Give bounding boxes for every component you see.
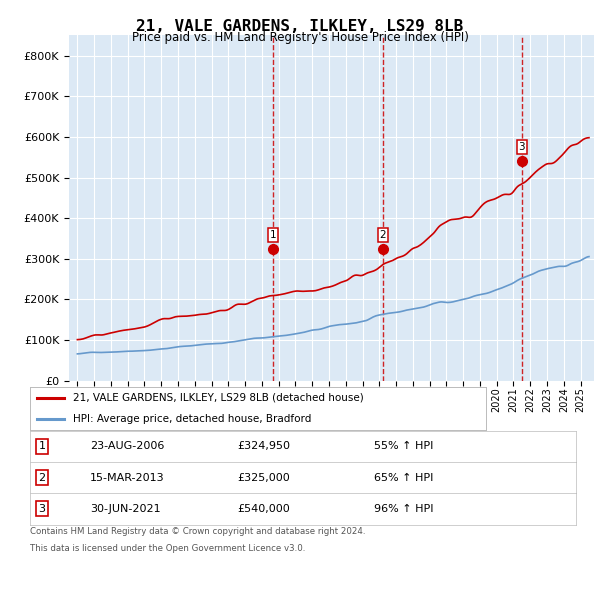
Text: 55% ↑ HPI: 55% ↑ HPI (374, 441, 433, 451)
Text: £325,000: £325,000 (238, 473, 290, 483)
Text: 1: 1 (269, 230, 276, 240)
Text: This data is licensed under the Open Government Licence v3.0.: This data is licensed under the Open Gov… (30, 544, 305, 553)
Text: 30-JUN-2021: 30-JUN-2021 (90, 504, 161, 514)
Text: 21, VALE GARDENS, ILKLEY, LS29 8LB (detached house): 21, VALE GARDENS, ILKLEY, LS29 8LB (deta… (73, 393, 364, 402)
Text: 15-MAR-2013: 15-MAR-2013 (90, 473, 164, 483)
Text: Price paid vs. HM Land Registry's House Price Index (HPI): Price paid vs. HM Land Registry's House … (131, 31, 469, 44)
Text: £540,000: £540,000 (238, 504, 290, 514)
Text: HPI: Average price, detached house, Bradford: HPI: Average price, detached house, Brad… (73, 414, 311, 424)
Text: 2: 2 (380, 230, 386, 240)
Text: £324,950: £324,950 (238, 441, 290, 451)
Text: 3: 3 (38, 504, 46, 514)
Text: 23-AUG-2006: 23-AUG-2006 (90, 441, 164, 451)
Text: 96% ↑ HPI: 96% ↑ HPI (374, 504, 433, 514)
Text: 65% ↑ HPI: 65% ↑ HPI (374, 473, 433, 483)
Text: 3: 3 (518, 142, 525, 152)
Text: 21, VALE GARDENS, ILKLEY, LS29 8LB: 21, VALE GARDENS, ILKLEY, LS29 8LB (136, 19, 464, 34)
Text: 2: 2 (38, 473, 46, 483)
Text: 1: 1 (38, 441, 46, 451)
Text: Contains HM Land Registry data © Crown copyright and database right 2024.: Contains HM Land Registry data © Crown c… (30, 527, 365, 536)
